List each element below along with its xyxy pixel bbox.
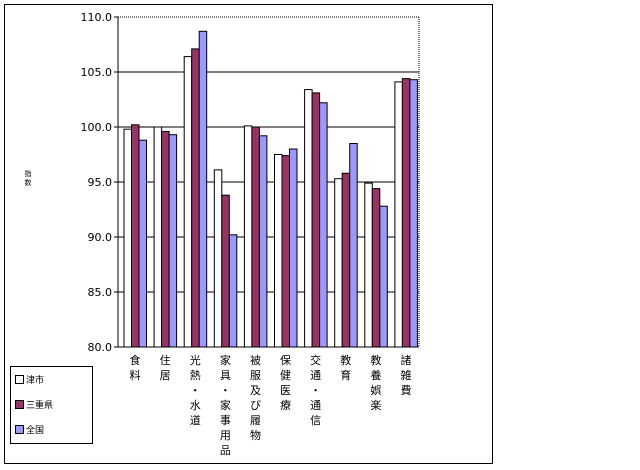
bar-tsu [334,178,343,348]
y-tick-label: 85.0 [88,286,113,299]
legend-swatch-mie [15,399,24,409]
bar-national [289,148,298,348]
bar-tsu [213,169,223,348]
category-label: 家 [220,353,231,367]
bar-mie [251,126,260,348]
y-tick-label: 90.0 [88,231,113,244]
category-label: 交 [310,353,321,367]
bar-tsu [304,89,313,348]
bar-mie [161,130,170,348]
category-label: 食 [130,353,141,367]
category-label: 雑 [400,368,411,382]
bar-national [319,102,328,348]
y-axis-label: 数 [25,178,32,187]
category-label: 用 [220,429,231,442]
bar-tsu [274,154,283,348]
category-label: 具 [220,369,231,382]
y-tick-label: 80.0 [88,341,113,354]
category-label: 通 [310,399,321,412]
category-label: 及 [250,384,261,397]
category-label: 料 [130,368,141,382]
y-axis-label: 指 [25,169,32,178]
category-label: ・ [220,384,231,397]
bar-mie [281,155,290,348]
legend: 津市 三重県 全国 [10,366,93,444]
y-tick-label: 100.0 [81,121,113,134]
bar-national [228,234,238,348]
category-label: 通 [310,369,321,382]
legend-item-tsu: 津市 [15,372,44,386]
category-label: 事 [220,414,231,427]
bar-national [379,205,388,348]
legend-swatch-tsu [15,374,24,384]
category-label: 居 [160,369,171,382]
category-label: 光 [190,353,201,367]
bar-tsu [153,126,163,348]
bar-mie [191,48,200,348]
bar-national [258,135,268,348]
category-label: 品 [220,444,231,457]
category-label: 信 [310,414,321,427]
bar-mie [371,188,381,348]
category-label: 服 [250,369,261,382]
bar-tsu [243,125,253,348]
category-label: 被 [250,354,261,367]
category-label: 教 [370,354,381,367]
bar-national [198,30,208,348]
bar-national [409,79,418,348]
legend-label-tsu: 津市 [26,375,45,386]
bar-mie [221,194,230,348]
bar-tsu [394,81,403,348]
category-label: 楽 [370,399,381,412]
category-label: ・ [190,384,201,397]
bar-tsu [183,56,193,348]
category-label: 教 [340,354,351,367]
bar-tsu [123,128,132,348]
category-label: び [250,399,261,412]
y-tick-label: 110.0 [81,11,113,24]
legend-swatch-national [15,424,24,434]
category-label: 健 [280,369,291,382]
category-label: 履 [250,414,261,427]
bar-mie [341,172,351,348]
y-tick-label: 105.0 [81,66,113,79]
y-tick-label: 95.0 [88,176,113,189]
chart-frame [4,4,493,464]
category-label: 保 [280,353,291,367]
category-label: 費 [400,383,411,397]
category-label: 育 [340,368,351,382]
category-label: 医 [280,384,291,397]
category-label: 物 [250,428,261,442]
category-label: 水 [190,399,201,412]
bar-mie [131,124,140,348]
category-label: 住 [160,353,171,367]
bar-national [349,143,358,348]
bar-mie [311,92,321,348]
category-label: 熱 [190,369,201,382]
category-label: 療 [280,398,291,412]
category-label: 娯 [370,383,381,397]
legend-item-national: 全国 [15,422,44,436]
category-label: ・ [310,384,321,397]
legend-label-mie: 三重県 [26,400,54,411]
category-label: 諸 [400,353,411,367]
legend-label-national: 全国 [26,425,45,436]
category-label: 養 [370,368,381,382]
category-label: 家 [220,398,231,412]
category-label: 道 [190,413,201,427]
bar-mie [401,78,411,348]
bar-national [138,139,147,348]
bar-tsu [364,182,373,348]
bar-national [168,134,178,348]
legend-item-mie: 三重県 [15,397,53,411]
